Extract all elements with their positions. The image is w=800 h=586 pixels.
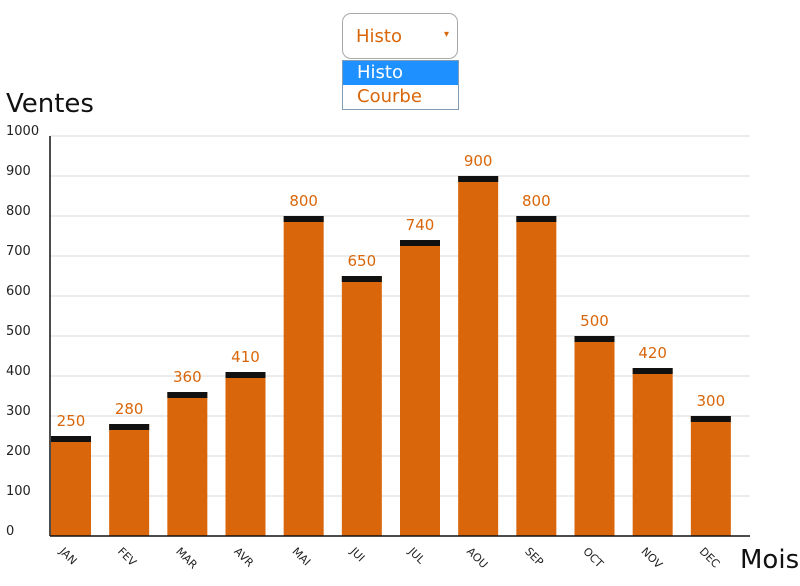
x-tick-label: JAN [56,544,79,567]
bar-cap [632,368,673,374]
bar [109,424,150,536]
bar [400,240,440,536]
x-axis-title: Mois [740,545,799,575]
chart-type-select[interactable]: Histo ▾ [342,13,458,59]
x-tick-label: JUL [405,544,428,567]
y-tick-label: 900 [6,164,31,179]
chart-type-selected-value: Histo [356,26,402,47]
bar [225,372,266,536]
x-tick-label: MAI [290,545,314,569]
y-tick-label: 200 [6,444,31,459]
x-tick-label: SEP [522,545,546,569]
y-tick-label: 300 [6,404,31,419]
option-histo[interactable]: Histo [343,61,458,85]
chart-type-dropdown: Histo Courbe [342,60,459,110]
x-tick-label: OCT [580,545,606,571]
bar [458,176,499,536]
data-label: 650 [348,252,377,270]
data-label: 420 [638,344,667,362]
y-tick-label: 600 [6,284,31,299]
y-tick-label: 400 [6,364,31,379]
data-label: 740 [406,216,435,234]
data-label: 300 [697,392,726,410]
bar [167,392,208,536]
data-label: 900 [464,152,493,170]
bar-cap [574,336,615,342]
bar [574,336,615,536]
y-tick-label: 800 [6,204,31,219]
y-tick-label: 100 [6,484,31,499]
bar [283,216,324,536]
y-tick-label: 500 [6,324,31,339]
bar-cap [690,416,731,422]
bar-cap [109,424,150,430]
x-tick-label: DEC [697,545,723,571]
option-courbe[interactable]: Courbe [357,86,422,107]
bar-cap [167,392,208,398]
data-label: 800 [289,192,318,210]
bar [51,436,91,536]
caret-down-icon: ▾ [443,29,449,40]
x-tick-label: NOV [639,545,666,572]
bar [690,416,731,536]
y-tick-label: 0 [6,524,14,539]
bar [632,368,673,536]
y-tick-label: 1000 [6,124,39,139]
data-label: 250 [57,412,86,430]
data-label: 410 [231,348,260,366]
y-axis-title: Ventes [6,89,94,119]
bar-cap [516,216,557,222]
data-label: 500 [580,312,609,330]
bar [516,216,557,536]
x-tick-label: FEV [115,545,139,569]
x-tick-label: JUI [347,544,367,564]
bar-cap [51,436,91,442]
x-tick-label: AVR [231,545,256,570]
bar-cap [458,176,499,182]
x-tick-label: MAR [173,545,200,572]
data-label: 360 [173,368,202,386]
data-label: 280 [115,400,144,418]
bar-cap [341,276,382,282]
bar-cap [283,216,324,222]
x-tick-label: AOU [464,545,490,571]
bar-cap [225,372,266,378]
bar-cap [400,240,440,246]
y-tick-label: 700 [6,244,31,259]
bar [341,276,382,536]
data-label: 800 [522,192,551,210]
